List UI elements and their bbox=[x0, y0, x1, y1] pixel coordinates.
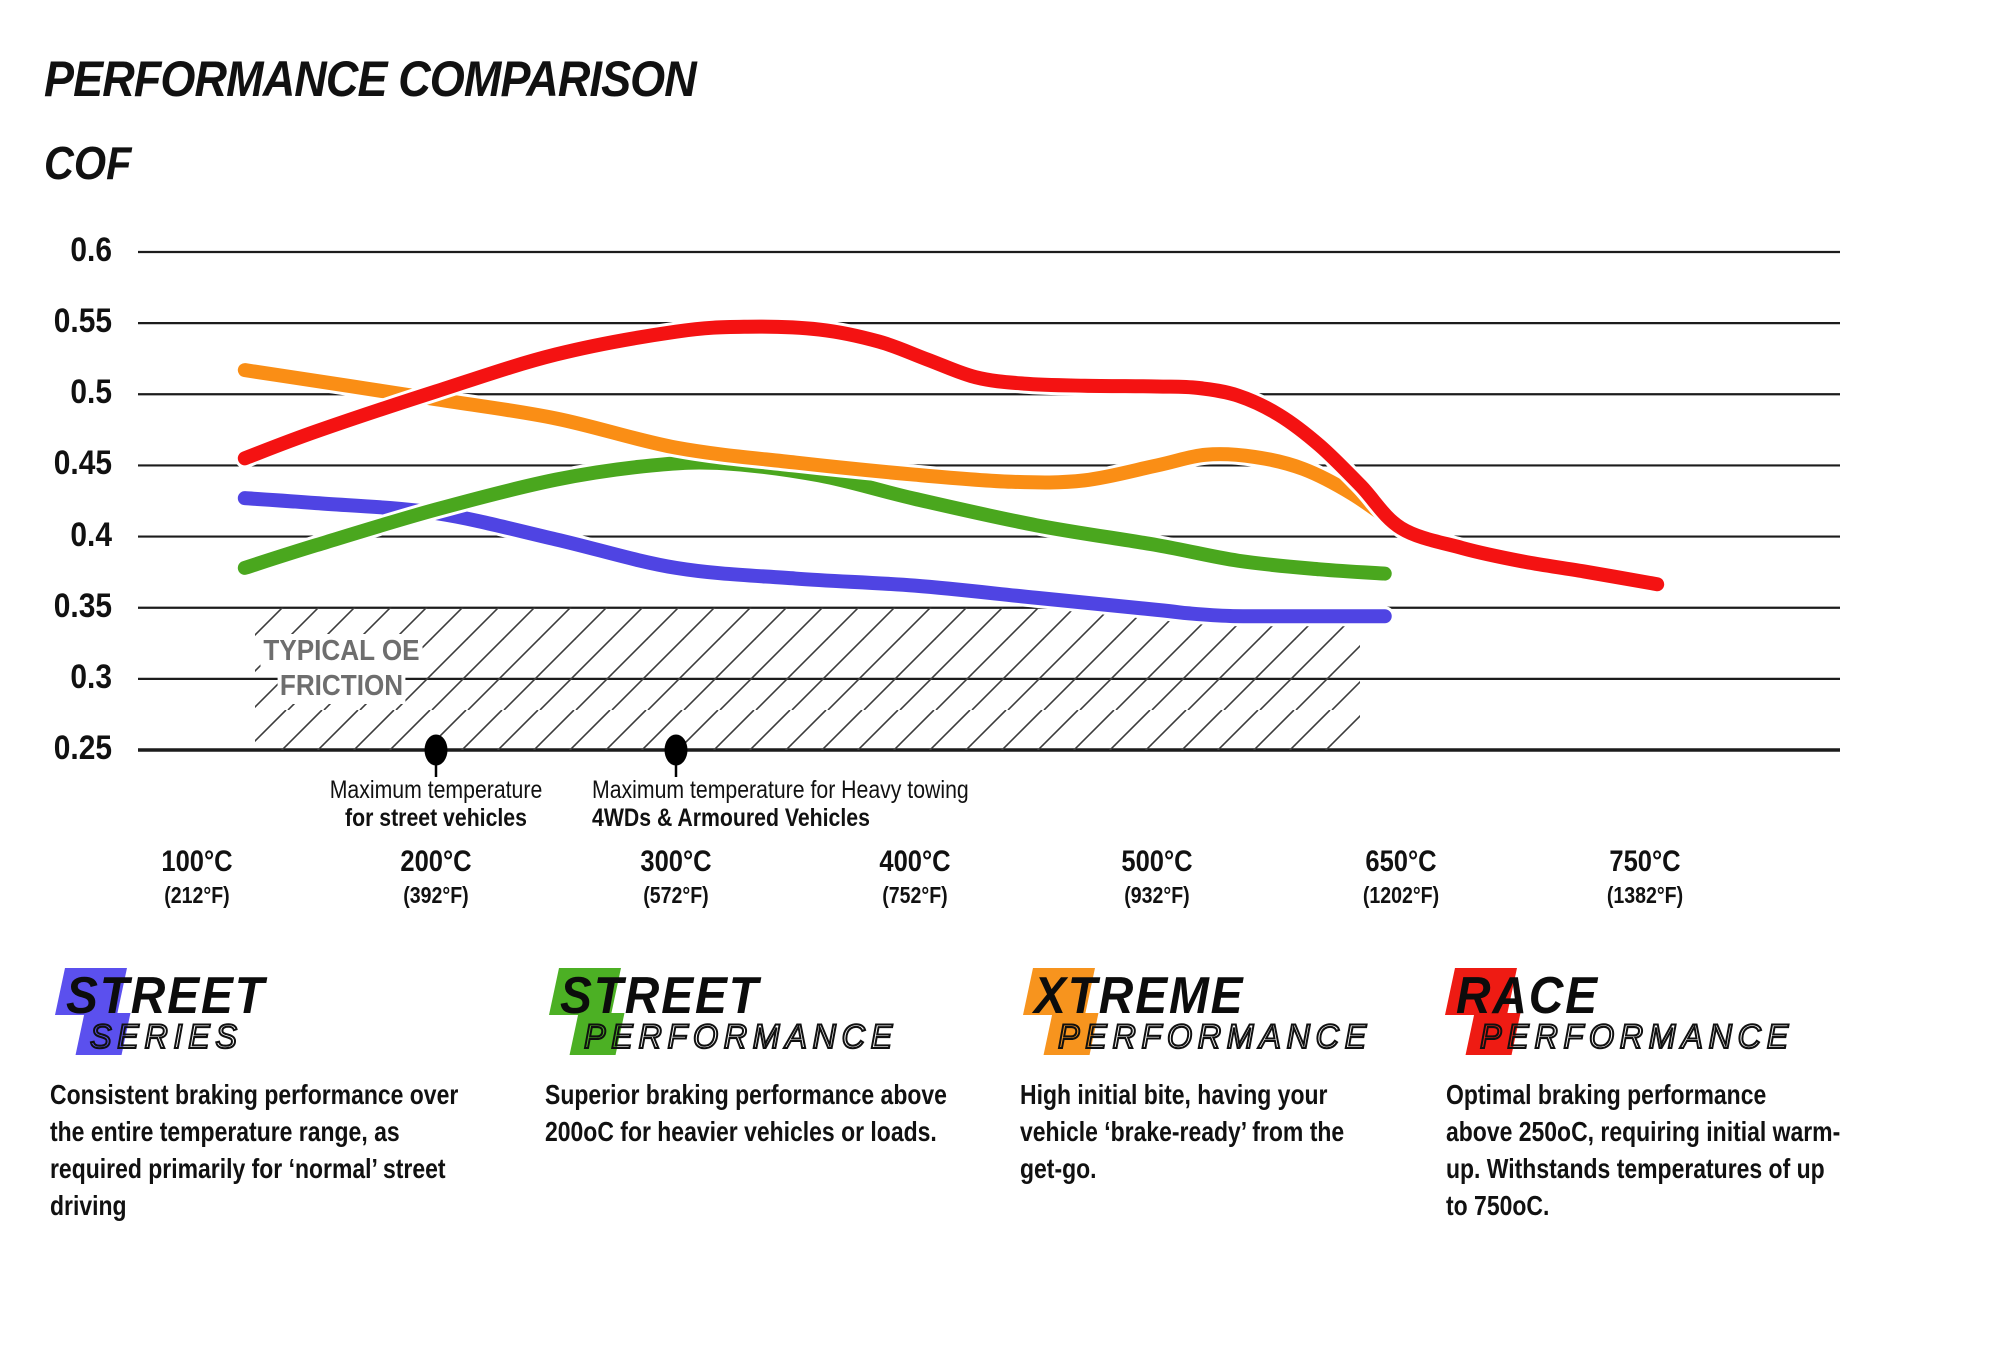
typical-oe-friction-label: TYPICAL OE FRICTION bbox=[256, 634, 427, 704]
curve-race-performance bbox=[237, 319, 1665, 592]
annotation-line2: for street vehicles bbox=[345, 804, 527, 832]
y-tick-label: 0.55 bbox=[53, 302, 112, 341]
y-tick-label: 0.25 bbox=[53, 729, 112, 767]
logo-word1: XTREME bbox=[1034, 967, 1245, 1025]
x-tick-sublabel: (212°F) bbox=[164, 882, 230, 908]
x-tick-label: 100°C bbox=[161, 845, 233, 878]
x-tick-label: 200°C bbox=[400, 845, 472, 878]
y-tick-label: 0.35 bbox=[53, 586, 112, 625]
logo-word2: PERFORMANCE bbox=[1057, 1017, 1372, 1057]
y-tick-label: 0.4 bbox=[70, 515, 112, 554]
typical-oe-friction-band bbox=[255, 607, 1360, 750]
logo-word1: STREET bbox=[66, 967, 266, 1025]
annotation-line2: 4WDs & Armoured Vehicles bbox=[592, 804, 870, 832]
logo-street-performance: STREET PERFORMANCE bbox=[549, 966, 1032, 1062]
annotation-line1: Maximum temperature bbox=[329, 776, 543, 804]
logo-word2: PERFORMANCE bbox=[583, 1017, 898, 1057]
y-tick-label: 0.6 bbox=[70, 231, 112, 269]
description-xtreme-performance: High initial bite, having your vehicle ‘… bbox=[1020, 1079, 1345, 1184]
cof-line-chart bbox=[138, 250, 1840, 777]
oe-label-line1: TYPICAL OE bbox=[260, 634, 423, 669]
y-tick-label: 0.5 bbox=[70, 373, 112, 412]
x-tick-label: 300°C bbox=[640, 845, 712, 878]
x-tick-sublabel: (572°F) bbox=[643, 882, 709, 908]
max-temperature-annotation: Maximum temperature for Heavy towing 4WDs… bbox=[592, 776, 1102, 832]
annotation-line1: Maximum temperature for Heavy towing bbox=[592, 776, 969, 804]
x-tick-label: 500°C bbox=[1121, 845, 1193, 878]
logo-word2: SERIES bbox=[89, 1017, 243, 1057]
oe-label-line2: FRICTION bbox=[277, 669, 406, 704]
page-title: PERFORMANCE COMPARISON bbox=[44, 51, 697, 107]
logo-word2: PERFORMANCE bbox=[1479, 1017, 1794, 1057]
logo-street-series: STREET SERIES bbox=[55, 966, 538, 1062]
max-temperature-dot bbox=[664, 734, 688, 766]
logo-word1: RACE bbox=[1456, 967, 1599, 1025]
description-race-performance: Optimal braking performance above 250oC,… bbox=[1446, 1079, 1841, 1221]
max-temperature-annotation: Maximum temperature for street vehicles bbox=[215, 776, 657, 832]
x-tick-label: 650°C bbox=[1365, 845, 1437, 878]
x-tick-sublabel: (392°F) bbox=[403, 882, 469, 908]
x-tick-sublabel: (1202°F) bbox=[1362, 882, 1440, 908]
curve-street-performance bbox=[237, 455, 1392, 581]
x-tick-sublabel: (752°F) bbox=[882, 882, 948, 908]
curve-xtreme-performance bbox=[237, 363, 1408, 536]
logo-word1: STREET bbox=[560, 967, 760, 1025]
x-tick-sublabel: (1382°F) bbox=[1606, 882, 1684, 908]
logo-xtreme-performance: XTREME PERFORMANCE bbox=[1023, 966, 1506, 1062]
y-tick-label: 0.45 bbox=[53, 444, 112, 483]
y-axis-title: COF bbox=[44, 137, 132, 189]
x-tick-label: 750°C bbox=[1609, 845, 1681, 878]
x-tick-sublabel: (932°F) bbox=[1124, 882, 1190, 908]
logo-race-performance: RACE PERFORMANCE bbox=[1445, 966, 1928, 1062]
y-tick-label: 0.3 bbox=[70, 657, 112, 696]
x-tick-label: 400°C bbox=[879, 845, 951, 878]
description-street-performance: Superior braking performance above 200oC… bbox=[545, 1079, 947, 1147]
max-temperature-dot bbox=[424, 734, 448, 766]
description-street-series: Consistent braking performance over the … bbox=[50, 1079, 459, 1221]
